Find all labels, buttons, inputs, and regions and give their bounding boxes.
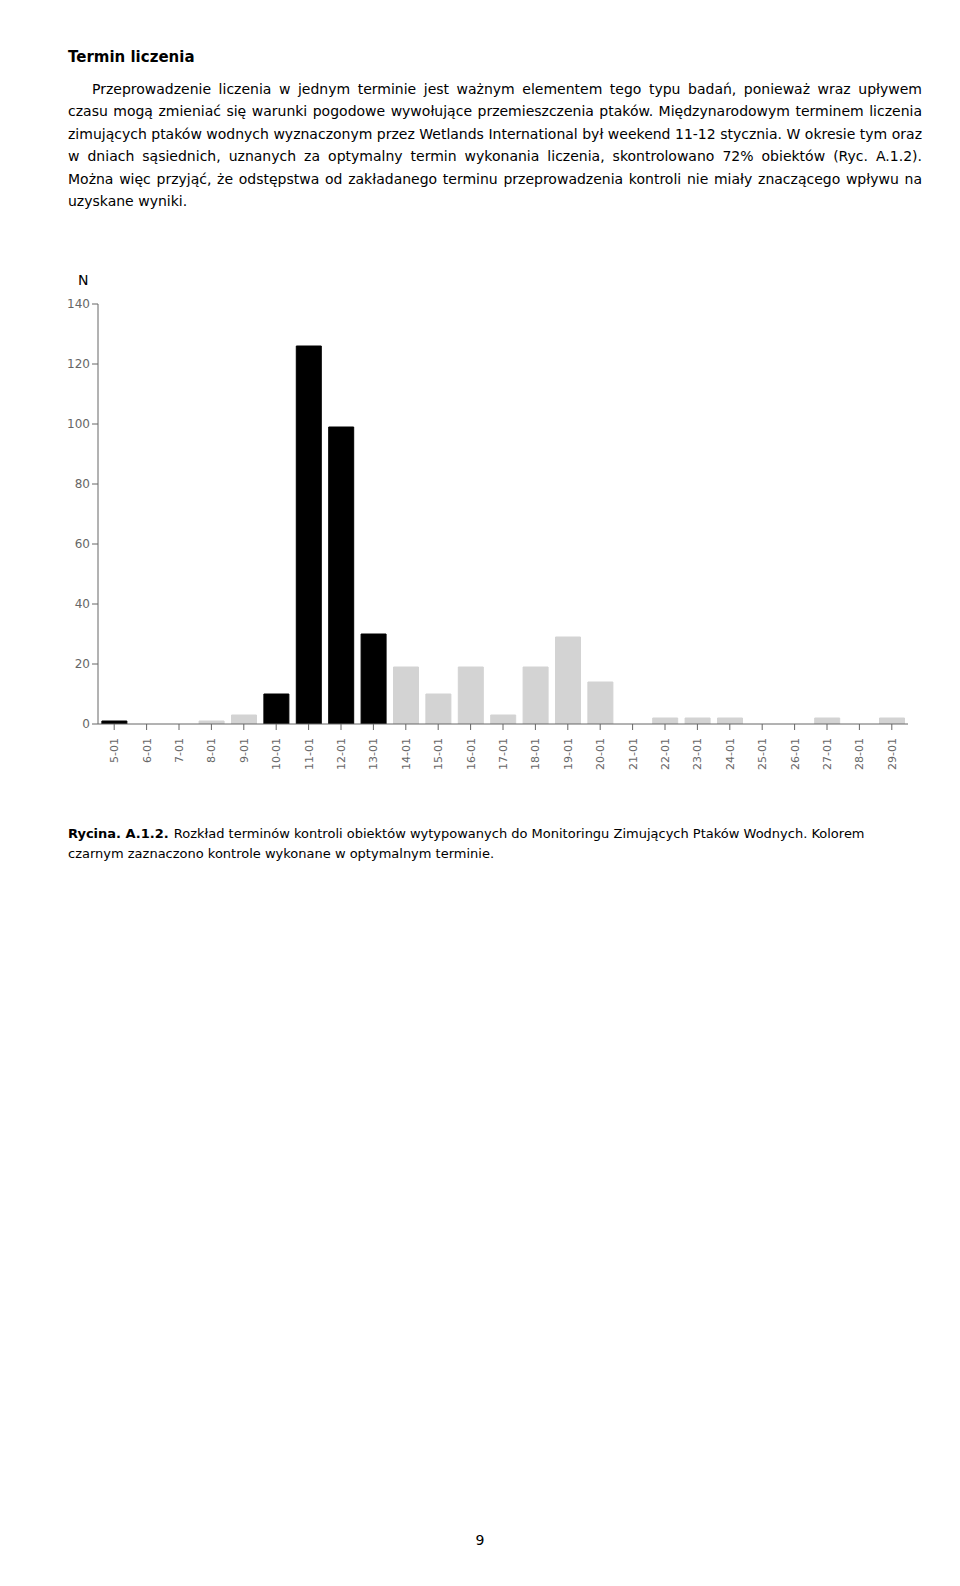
svg-text:21-01: 21-01 [627,738,640,770]
svg-text:5-01: 5-01 [108,738,121,763]
svg-text:20-01: 20-01 [594,738,607,770]
svg-text:11-01: 11-01 [303,738,316,770]
svg-text:12-01: 12-01 [335,738,348,770]
html-text:Termin liczenia: Termin liczenia [68,48,195,66]
svg-text:120: 120 [67,358,90,372]
svg-text:9-01: 9-01 [238,738,251,763]
svg-text:16-01: 16-01 [465,738,478,770]
html-text:9: 9 [475,1532,485,1548]
svg-text:6-01: 6-01 [141,738,154,763]
svg-text:40: 40 [75,598,90,612]
svg-text:24-01: 24-01 [724,738,737,770]
svg-text:80: 80 [75,478,90,492]
svg-text:14-01: 14-01 [400,738,413,770]
svg-text:140: 140 [67,298,90,312]
svg-text:27-01: 27-01 [821,738,834,770]
html-text:Rycina. A.1.2. Rozkład terminó: Rycina. A.1.2. Rozkład terminów kontroli… [68,826,865,861]
svg-text:28-01: 28-01 [853,738,866,770]
svg-text:25-01: 25-01 [756,738,769,770]
svg-text:17-01: 17-01 [497,738,510,770]
svg-text:100: 100 [67,418,90,432]
svg-text:26-01: 26-01 [789,738,802,770]
svg-text:23-01: 23-01 [691,738,704,770]
svg-text:29-01: 29-01 [886,738,899,770]
svg-text:0: 0 [82,718,90,732]
svg-text:8-01: 8-01 [205,738,218,763]
svg-text:13-01: 13-01 [367,738,380,770]
svg-text:22-01: 22-01 [659,738,672,770]
svg-text:19-01: 19-01 [562,738,575,770]
svg-text:10-01: 10-01 [270,738,283,770]
svg-text:7-01: 7-01 [173,738,186,763]
svg-text:18-01: 18-01 [529,738,542,770]
svg-text:20: 20 [75,658,90,672]
svg-text:60: 60 [75,538,90,552]
html-text:Przeprowadzenie liczenia w jed: Przeprowadzenie liczenia w jednym termin… [68,81,922,209]
html-text:N: N [78,272,89,289]
svg-text:15-01: 15-01 [432,738,445,770]
